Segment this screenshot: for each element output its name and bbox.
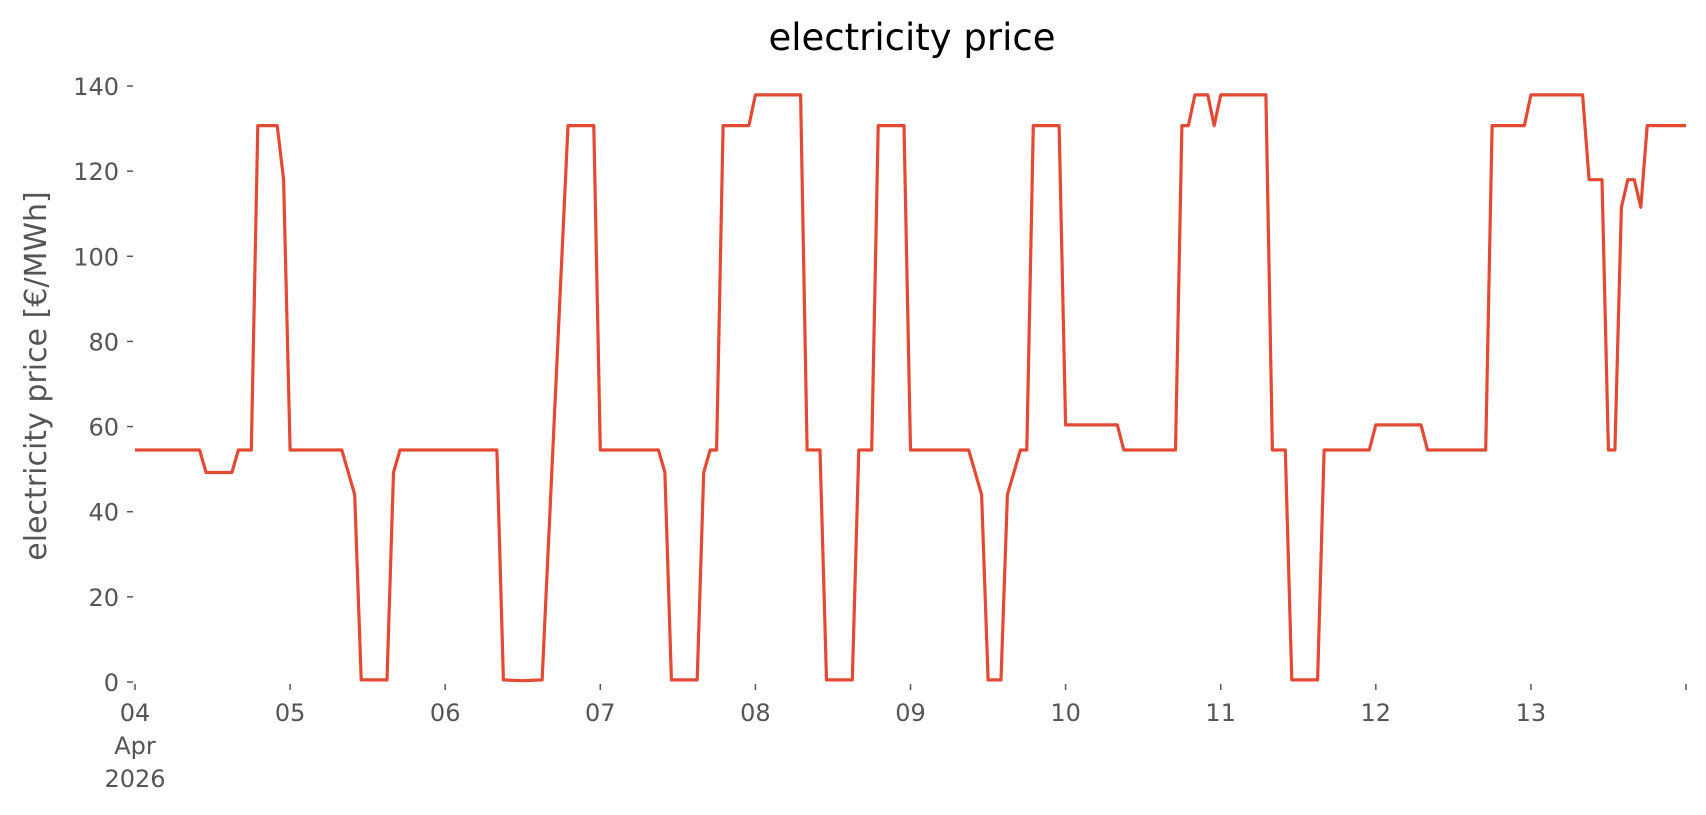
y-tick-label: 140 xyxy=(73,73,119,101)
y-tick-label: 60 xyxy=(88,414,119,442)
y-tick-label: 80 xyxy=(88,328,119,356)
x-tick-label: 04 xyxy=(120,699,151,727)
x-tick-label: 2026 xyxy=(104,765,165,793)
x-tick-label: 12 xyxy=(1361,699,1392,727)
y-tick-label: 0 xyxy=(104,669,119,697)
x-tick-label: 09 xyxy=(895,699,926,727)
series-line-0 xyxy=(135,93,1686,683)
x-tick-label: Apr xyxy=(114,732,156,760)
x-tick-label: 05 xyxy=(275,699,306,727)
y-tick-label: 100 xyxy=(73,243,119,271)
x-axis: 04 Apr 2026 05 06 07 08 09 10 11 12 13 xyxy=(104,684,1687,793)
chart-title: electricity price xyxy=(768,16,1055,59)
x-tick-label: 06 xyxy=(430,699,461,727)
x-tick-label: 10 xyxy=(1050,699,1081,727)
x-tick-label: 07 xyxy=(585,699,616,727)
x-tick-label: 11 xyxy=(1205,699,1236,727)
y-tick-label: 20 xyxy=(88,584,119,612)
y-tick-label: 120 xyxy=(73,158,119,186)
x-tick-label: 13 xyxy=(1516,699,1547,727)
y-tick-label: 40 xyxy=(88,499,119,527)
y-axis: 0 20 40 60 80 100 120 140 xyxy=(73,73,133,697)
y-axis-label: electricity price [€/MWh] xyxy=(19,191,54,560)
x-tick-label: 08 xyxy=(740,699,771,727)
plot-area xyxy=(135,93,1686,683)
